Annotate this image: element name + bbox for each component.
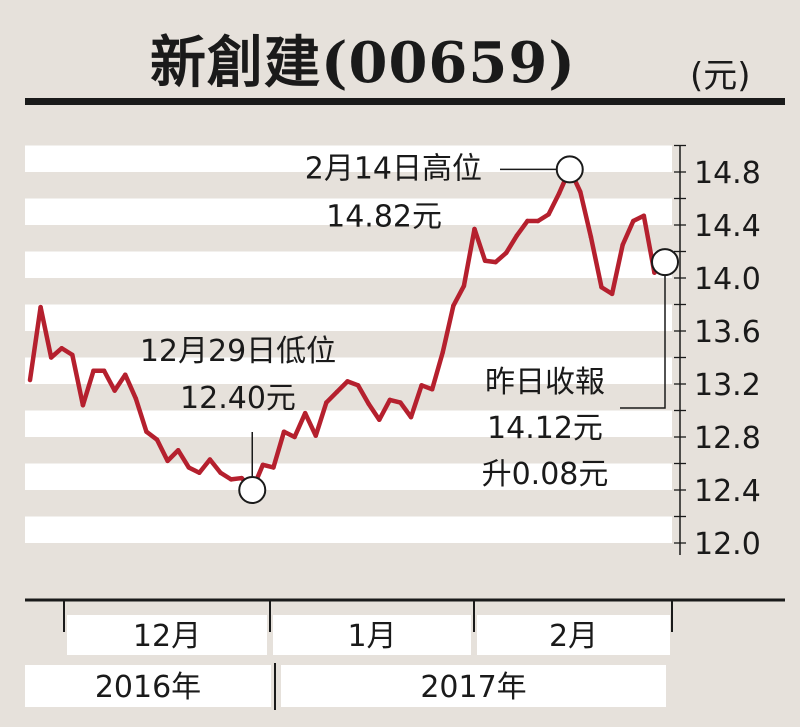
price-segment [207,457,223,476]
price-segment [609,242,625,297]
low-annotation-line1: 12月29日低位 [140,334,336,369]
y-tick-label: 13.6 [694,315,761,350]
price-segment [165,448,181,464]
month-label: 12月 [133,619,201,654]
month-box [273,615,471,655]
price-segment [588,234,604,290]
price-segment [38,304,54,360]
price-segment [175,448,191,470]
y-tick-label: 14.8 [694,156,761,191]
price-segment [48,345,64,360]
price-segment [578,189,594,240]
low-annotation-line2: 12.40元 [180,381,296,416]
price-segment [546,190,562,217]
price-segment [440,303,456,355]
y-tick-labels: 12.0 12.4 12.8 13.2 13.6 14.0 14.4 14.8 [694,156,761,562]
unit-label: (元) [690,56,751,96]
grid-band [25,463,672,490]
price-segment [334,379,350,395]
price-segment [377,397,393,423]
y-tick-label: 12.8 [694,421,761,456]
price-segment [101,368,117,393]
price-line-group [27,167,668,493]
year-label: 2016年 [95,670,201,705]
price-segment [493,250,509,265]
y-axis [674,144,686,555]
price-segment [451,283,467,309]
title-divider [25,98,785,105]
close-annotation-line1: 昨日收報 [485,365,605,400]
grid-bands [25,145,672,543]
close-annotation-line3: 升0.08元 [482,457,609,492]
month-label: 1月 [347,619,396,654]
year-axis: 2016年 2017年 [25,663,666,710]
price-segment [472,226,488,264]
low-point-marker [238,476,267,504]
price-segment [620,218,636,248]
year-box [25,665,271,707]
price-segment [313,400,329,438]
y-tick-label: 14.0 [694,262,761,297]
grid-band [25,251,672,278]
grid-band [25,516,672,543]
price-segment [292,410,308,440]
chart-title: 新創建(00659) [150,30,576,96]
grid-band [25,304,672,331]
grid-band [25,410,672,437]
price-segment [504,233,520,256]
close-leader-line [620,275,666,409]
price-segment [133,396,149,434]
price-segment [123,372,139,401]
price-segment [302,410,318,438]
close-annotation-line2: 14.12元 [487,411,603,446]
price-segment [27,304,43,383]
grid-band [25,198,672,225]
y-tick-label: 13.2 [694,368,761,403]
price-segment [408,383,424,420]
price-segment [112,372,128,393]
year-label: 2017年 [420,670,526,705]
month-axis: 12月 1月 2月 [25,598,785,655]
price-segment [398,400,414,420]
y-tick-label: 12.4 [694,474,761,509]
price-segment [429,349,445,392]
month-box [67,615,267,655]
price-segment [324,389,340,405]
price-segment [461,226,477,289]
price-segment [197,457,213,476]
month-label: 2月 [549,619,598,654]
high-point-marker [555,155,584,184]
price-segment [366,401,382,423]
close-point-marker [651,248,679,277]
price-segment [355,383,371,407]
price-segment [70,352,86,408]
year-box [281,665,666,707]
price-segment [154,437,170,464]
high-annotation-line2: 14.82元 [326,199,442,234]
month-box [477,615,670,655]
y-tick-label: 14.4 [694,209,761,244]
y-tick-label: 12.0 [694,527,761,562]
high-annotation-line1: 2月14日高位 [305,151,482,186]
price-segment [514,218,530,238]
price-segment [271,429,287,470]
annotations: 2月14日高位 14.82元 12月29日低位 12.40元 昨日收報 14.12元升0.… [140,151,679,504]
price-segment [80,368,96,408]
